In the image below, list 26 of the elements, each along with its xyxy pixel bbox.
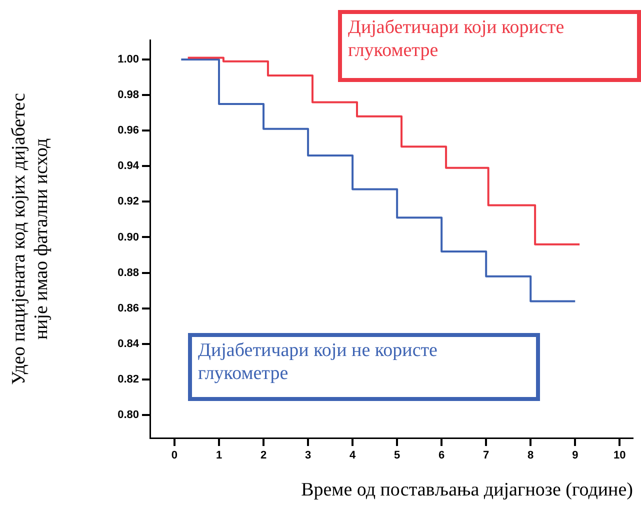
y-tick-label: 0.90: [118, 231, 139, 244]
y-tick-label: 0.84: [118, 338, 140, 350]
y-tick-label: 0.96: [118, 124, 139, 137]
y-tick-label: 0.88: [118, 266, 139, 279]
text: Дијабетичари који не користе глукометре: [188, 333, 540, 401]
x-tick-label: 7: [483, 450, 490, 462]
x-tick-label: 2: [260, 450, 267, 462]
x-tick-label: 6: [438, 450, 445, 462]
x-tick-label: 0: [171, 450, 178, 462]
x-tick-label: 1: [216, 450, 222, 462]
x-tick-label: 3: [304, 450, 312, 462]
x-tick-label: 4: [349, 450, 356, 462]
y-tick-label: 0.80: [118, 408, 139, 421]
y-tick-label: 0.86: [118, 302, 139, 314]
x-tick-label: 10: [614, 450, 626, 462]
x-tick-label: 9: [572, 450, 578, 462]
y-tick-label: 0.94: [118, 160, 140, 172]
x-tick-label: 5: [394, 450, 400, 462]
y-tick-label: 0.98: [118, 89, 139, 102]
y-tick-label: 1.00: [118, 54, 139, 66]
y-tick-label: 0.82: [118, 373, 139, 386]
text: Дијабетичари који користе глукометре: [338, 10, 641, 82]
y-axis-title: Удео пацијената код којих дијабетес није имао фатални исход: [8, 93, 52, 385]
x-axis-title: Време од постављања дијагнозе (године): [301, 480, 633, 501]
y-tick-label: 0.92: [118, 196, 139, 208]
x-tick-label: 8: [528, 450, 534, 462]
